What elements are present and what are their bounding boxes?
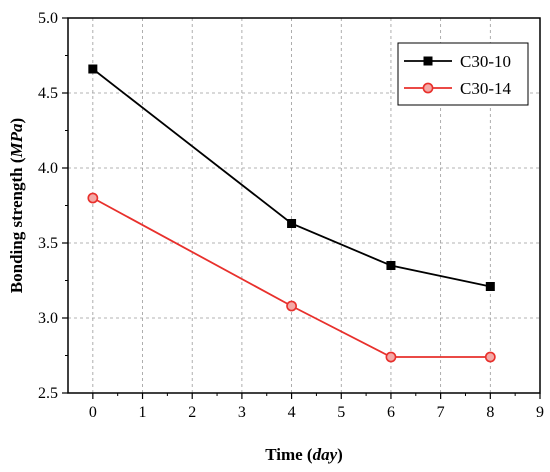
x-tick-label: 4 — [288, 404, 296, 421]
x-axis-unit-open: ( — [307, 445, 313, 464]
data-point-C30-10 — [485, 282, 495, 291]
y-axis-unit-open: ( — [7, 157, 26, 163]
y-axis-title: Bonding strength (MPa) — [7, 118, 26, 293]
legend-item-C30-10: C30-10 — [404, 52, 511, 71]
y-axis-label: Bonding strength — [7, 167, 26, 293]
legend-marker — [423, 56, 433, 66]
x-tick-label: 3 — [238, 404, 246, 421]
x-tick-label: 8 — [486, 404, 494, 421]
legend-box — [397, 42, 529, 106]
grid — [68, 18, 540, 393]
y-axis-unit: MPa — [7, 123, 26, 159]
data-point-C30-14 — [286, 300, 297, 312]
legend-label: C30-10 — [460, 52, 511, 71]
y-tick-label: 5.0 — [38, 10, 58, 27]
data-point-C30-14 — [484, 351, 496, 363]
series-line-C30-10 — [92, 68, 491, 288]
data-point-C30-10 — [386, 261, 396, 270]
x-axis-unit: day — [313, 445, 338, 464]
x-axis-title: Time (day) — [265, 445, 343, 464]
y-axis-unit-close: ) — [7, 118, 26, 124]
x-tick-label: 9 — [536, 404, 544, 421]
legend: C30-10 C30-14 — [397, 42, 529, 106]
x-tick-label: 6 — [387, 404, 395, 421]
axis-ticks: 0 1 2 3 4 5 6 7 8 9 2.5 3.0 3.5 4.0 4.5 5.0 — [38, 10, 544, 421]
legend-item-C30-14: C30-14 — [404, 79, 512, 98]
x-axis-label: Time — [265, 445, 303, 464]
data-point-C30-10 — [88, 64, 98, 74]
legend-label: C30-14 — [460, 79, 512, 98]
data-point-C30-14 — [385, 351, 397, 363]
data-point-C30-14 — [87, 192, 99, 204]
y-tick-label: 3.0 — [38, 310, 58, 327]
series-C30-10 — [88, 64, 495, 291]
x-tick-label: 0 — [89, 404, 97, 421]
x-tick-label: 2 — [188, 404, 196, 421]
series-line-C30-14 — [92, 197, 491, 358]
data-point-C30-10 — [287, 219, 297, 228]
series-C30-14 — [87, 192, 496, 363]
legend-marker — [422, 82, 434, 94]
x-tick-label: 5 — [337, 404, 345, 421]
x-tick-label: 7 — [437, 404, 445, 421]
y-tick-label: 2.5 — [38, 385, 58, 402]
x-axis-unit-close: ) — [337, 445, 343, 464]
y-tick-label: 4.0 — [38, 160, 58, 177]
y-tick-label: 3.5 — [38, 235, 58, 252]
series-layer — [87, 64, 496, 363]
y-tick-label: 4.5 — [38, 85, 58, 102]
x-tick-label: 1 — [139, 404, 147, 421]
